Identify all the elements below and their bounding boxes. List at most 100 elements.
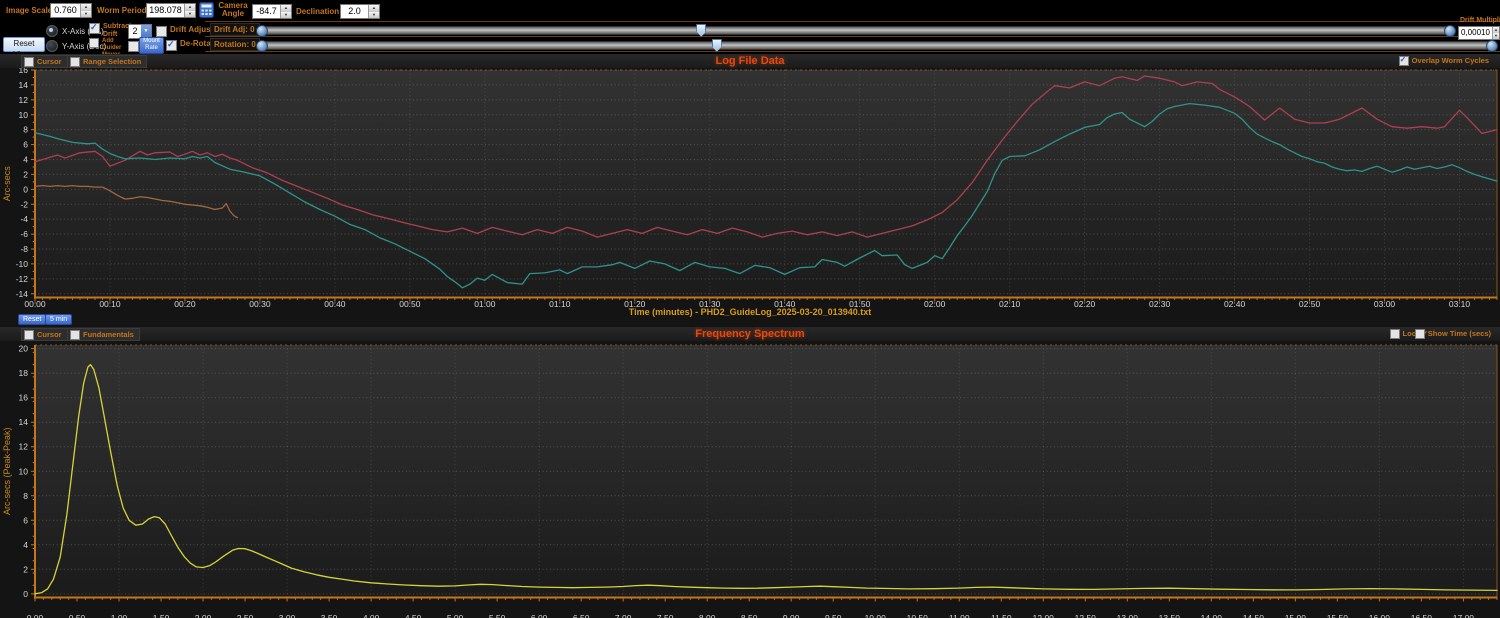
- image-scale-field[interactable]: 0.760 ▲ ▼: [50, 3, 92, 18]
- svg-text:00:50: 00:50: [399, 299, 421, 309]
- svg-text:01:30: 01:30: [699, 299, 721, 309]
- show-time-secs-checkbox[interactable]: Show Time (secs): [1413, 328, 1496, 339]
- axes: [31, 69, 1498, 302]
- slider-right-cap[interactable]: [1444, 25, 1456, 37]
- slider-track[interactable]: [257, 41, 1497, 50]
- reset-views-button[interactable]: Reset Views: [3, 37, 45, 59]
- svg-text:-8: -8: [20, 244, 28, 254]
- svg-text:4.00: 4.00: [363, 613, 380, 618]
- svg-text:4: 4: [23, 540, 28, 550]
- svg-text:6: 6: [23, 140, 28, 150]
- drift-adj-slider[interactable]: [256, 23, 1456, 37]
- worm-period-spinner-arrows[interactable]: ▲ ▼: [184, 4, 195, 17]
- svg-text:12.00: 12.00: [1033, 613, 1055, 618]
- gridlines: [35, 345, 1497, 598]
- svg-text:12: 12: [19, 95, 29, 105]
- checkbox-box: [1389, 328, 1400, 339]
- svg-text:7.00: 7.00: [615, 613, 632, 618]
- drift-multiplier-spinner-arrows[interactable]: ▲ ▼: [1491, 27, 1499, 39]
- slider-thumb[interactable]: [711, 39, 722, 52]
- svg-text:-14: -14: [16, 289, 29, 299]
- spin-up-icon: ▲: [81, 4, 91, 11]
- y-axis-dec-radio[interactable]: Y-Axis (Dec): [46, 40, 106, 52]
- svg-text:1.00: 1.00: [111, 613, 128, 618]
- zoom-5min-button[interactable]: 5 min: [45, 314, 73, 325]
- svg-text:1.50: 1.50: [153, 613, 170, 618]
- checkbox-box: [24, 56, 34, 67]
- svg-text:14: 14: [19, 417, 29, 427]
- svg-text:9.00: 9.00: [783, 613, 800, 618]
- svg-text:00:00: 00:00: [24, 299, 46, 309]
- declination-field[interactable]: 2.0 ▲ ▼: [340, 4, 380, 19]
- svg-text:10.50: 10.50: [907, 613, 929, 618]
- spin-down-icon: ▼: [1492, 33, 1499, 39]
- svg-text:11.50: 11.50: [991, 613, 1012, 618]
- svg-text:15.00: 15.00: [1285, 613, 1307, 618]
- drift-adjustment-checkbox[interactable]: Drift Adjustment: [156, 26, 232, 37]
- svg-text:0.00: 0.00: [27, 613, 44, 618]
- worm-period-field[interactable]: 198.078 ▲ ▼: [146, 3, 196, 18]
- subtract-drift-checkbox[interactable]: Subtract Drift: [89, 22, 131, 39]
- svg-text:20: 20: [19, 344, 29, 354]
- fundamentals-checkbox[interactable]: Fundamentals: [67, 328, 140, 341]
- slider-thumb[interactable]: [696, 24, 707, 37]
- svg-text:4: 4: [23, 155, 28, 165]
- spin-up-icon: ▲: [185, 4, 195, 11]
- top-cursor-checkbox[interactable]: Cursor: [21, 55, 68, 68]
- spin-down-icon: ▼: [369, 11, 379, 18]
- x-axis-ra-radio[interactable]: X-Axis (RA): [46, 25, 104, 37]
- svg-text:00:10: 00:10: [99, 299, 121, 309]
- y-axis-title: Arc-secs: [2, 166, 12, 202]
- axis-ticks: [31, 69, 1498, 302]
- svg-text:6.00: 6.00: [531, 613, 548, 618]
- camera-angle-spinner-arrows[interactable]: ▲ ▼: [280, 5, 291, 18]
- svg-text:00:30: 00:30: [249, 299, 271, 309]
- range-selection-checkbox[interactable]: Range Selection: [67, 55, 148, 68]
- svg-text:5.50: 5.50: [489, 613, 506, 618]
- chevron-down-icon: ▼: [141, 25, 151, 38]
- de-rotate-data-checkbox[interactable]: De-Rotate Data: [166, 39, 237, 51]
- mount-rate-checkbox[interactable]: [128, 41, 139, 52]
- svg-text:14.00: 14.00: [1201, 613, 1223, 618]
- svg-text:7.50: 7.50: [657, 613, 674, 618]
- frequency-spectrum-title: Frequency Spectrum: [695, 328, 805, 340]
- divider: [205, 51, 1500, 52]
- svg-text:6: 6: [23, 515, 28, 525]
- worm-period-calculator-button[interactable]: [199, 2, 214, 18]
- worm-period-label: Worm Period: [97, 6, 147, 15]
- svg-text:01:20: 01:20: [624, 299, 646, 309]
- svg-text:01:40: 01:40: [774, 299, 796, 309]
- slider-left-cap[interactable]: [256, 25, 268, 37]
- camera-angle-label: Camera Angle: [218, 1, 248, 18]
- svg-text:5.00: 5.00: [447, 613, 464, 618]
- mount-rate-button[interactable]: Mount Rate: [139, 37, 164, 54]
- declination-spinner-arrows[interactable]: ▲ ▼: [368, 5, 379, 18]
- rotation-slider[interactable]: [256, 38, 1498, 52]
- svg-text:01:50: 01:50: [849, 299, 871, 309]
- svg-text:2: 2: [23, 564, 28, 574]
- svg-text:02:40: 02:40: [1224, 299, 1246, 309]
- svg-text:00:20: 00:20: [174, 299, 196, 309]
- slider-track[interactable]: [257, 26, 1455, 35]
- bottom-cursor-checkbox[interactable]: Cursor: [21, 328, 68, 341]
- overlap-worm-cycles-checkbox[interactable]: Overlap Worm Cycles: [1397, 55, 1494, 66]
- svg-text:12: 12: [19, 442, 29, 452]
- svg-text:03:10: 03:10: [1449, 299, 1471, 309]
- slider-right-cap[interactable]: [1486, 40, 1498, 52]
- checkbox-box: [70, 329, 80, 340]
- svg-text:15.50: 15.50: [1327, 613, 1349, 618]
- drift-adj-readout: Drift Adj: 0: [210, 23, 260, 36]
- image-scale-spinner-arrows[interactable]: ▲ ▼: [80, 4, 91, 17]
- slider-left-cap[interactable]: [256, 40, 268, 52]
- camera-angle-field[interactable]: -84.7 ▲ ▼: [252, 4, 292, 19]
- zoom-reset-button[interactable]: Reset: [18, 314, 47, 325]
- svg-text:10: 10: [19, 110, 29, 120]
- svg-text:17.00: 17.00: [1453, 613, 1475, 618]
- series-red-trace: [34, 75, 1498, 238]
- svg-text:18: 18: [19, 368, 29, 378]
- svg-text:-12: -12: [16, 274, 29, 284]
- svg-text:11.00: 11.00: [949, 613, 970, 618]
- lock-y-checkbox[interactable]: Lock Y: [1388, 328, 1432, 339]
